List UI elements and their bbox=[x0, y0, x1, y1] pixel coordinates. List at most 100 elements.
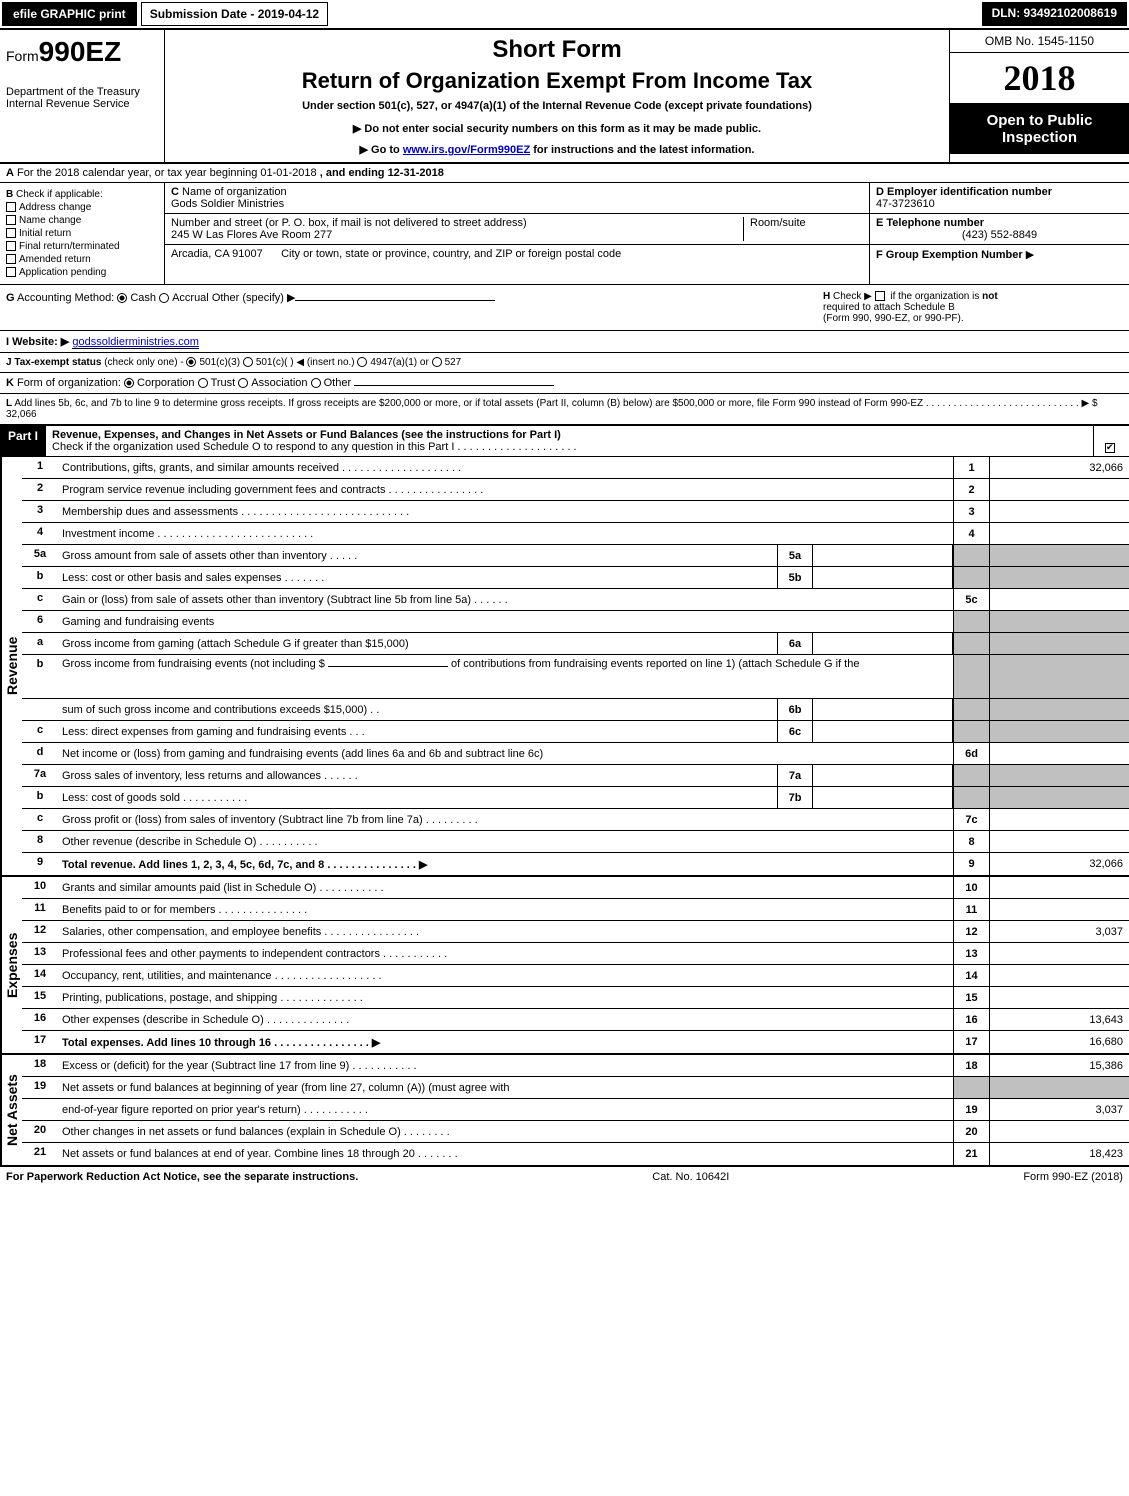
footer-right: Form 990-EZ (2018) bbox=[1023, 1171, 1123, 1183]
j-label: J Tax-exempt status bbox=[6, 357, 101, 368]
website-link[interactable]: godssoldierministries.com bbox=[72, 336, 199, 349]
line-7a-desc: Gross sales of inventory, less returns a… bbox=[58, 765, 777, 786]
line-6-rn-grey bbox=[953, 611, 989, 632]
chk-final-return[interactable] bbox=[6, 241, 16, 251]
dln-label: DLN: 93492102008619 bbox=[982, 2, 1127, 26]
line-16: 16 Other expenses (describe in Schedule … bbox=[22, 1009, 1129, 1031]
chk-amended-return[interactable] bbox=[6, 254, 16, 264]
expenses-section: Expenses 10 Grants and similar amounts p… bbox=[0, 877, 1129, 1055]
net-assets-side-label: Net Assets bbox=[0, 1055, 22, 1165]
line-21: 21 Net assets or fund balances at end of… bbox=[22, 1143, 1129, 1165]
ein-value: 47-3723610 bbox=[876, 198, 935, 210]
line-19-rn-grey bbox=[953, 1077, 989, 1098]
row-a-tax-year: A For the 2018 calendar year, or tax yea… bbox=[0, 164, 1129, 183]
radio-4947[interactable] bbox=[357, 357, 367, 367]
efile-print-button[interactable]: efile GRAPHIC print bbox=[2, 2, 137, 26]
line-21-num: 21 bbox=[22, 1143, 58, 1165]
radio-association[interactable] bbox=[238, 378, 248, 388]
opt-corporation: Corporation bbox=[137, 377, 194, 389]
ssn-warning: ▶ Do not enter social security numbers o… bbox=[171, 122, 943, 135]
line-13-rv bbox=[989, 943, 1129, 964]
line-7a-rv-grey bbox=[989, 765, 1129, 786]
g-text: Accounting Method: bbox=[17, 292, 114, 304]
h-text1: Check ▶ bbox=[833, 291, 872, 302]
line-9-desc: Total revenue. Add lines 1, 2, 3, 4, 5c,… bbox=[58, 853, 953, 875]
radio-501c3[interactable] bbox=[186, 357, 196, 367]
line-12-desc: Salaries, other compensation, and employ… bbox=[58, 921, 953, 942]
b-title: Check if applicable: bbox=[16, 189, 103, 200]
line-13-desc: Professional fees and other payments to … bbox=[58, 943, 953, 964]
radio-527[interactable] bbox=[432, 357, 442, 367]
other-specify-line[interactable] bbox=[295, 300, 495, 301]
line-7a-num: 7a bbox=[22, 765, 58, 786]
open-to-public-badge: Open to Public Inspection bbox=[950, 104, 1129, 154]
line-2: 2 Program service revenue including gove… bbox=[22, 479, 1129, 501]
line-6-rv-grey bbox=[989, 611, 1129, 632]
goto-link[interactable]: www.irs.gov/Form990EZ bbox=[403, 144, 530, 156]
line-2-rn: 2 bbox=[953, 479, 989, 500]
opt-cash: Cash bbox=[130, 292, 156, 304]
line-6b-num: b bbox=[22, 655, 58, 698]
line-18-rn: 18 bbox=[953, 1055, 989, 1076]
line-5c-desc: Gain or (loss) from sale of assets other… bbox=[58, 589, 953, 610]
line-7b-desc: Less: cost of goods sold . . . . . . . .… bbox=[58, 787, 777, 808]
line-7b-mv bbox=[813, 787, 953, 808]
line-6a-rn-grey bbox=[953, 633, 989, 654]
chk-initial-return[interactable] bbox=[6, 228, 16, 238]
radio-accrual[interactable] bbox=[159, 293, 169, 303]
goto-instructions: ▶ Go to www.irs.gov/Form990EZ for instru… bbox=[171, 143, 943, 156]
entity-block: B Check if applicable: Address change Na… bbox=[0, 183, 1129, 285]
radio-other-org[interactable] bbox=[311, 378, 321, 388]
ein-cell: D Employer identification number 47-3723… bbox=[870, 183, 1129, 214]
h-text4: (Form 990, 990-EZ, or 990-PF). bbox=[823, 313, 964, 324]
chk-application-pending[interactable] bbox=[6, 267, 16, 277]
line-8-rn: 8 bbox=[953, 831, 989, 852]
line-3-rv bbox=[989, 501, 1129, 522]
line-19-desc1: Net assets or fund balances at beginning… bbox=[58, 1077, 953, 1098]
k-text: Form of organization: bbox=[17, 377, 121, 389]
label-l: L bbox=[6, 398, 12, 409]
open-public-line2: Inspection bbox=[958, 129, 1121, 146]
line-19-bottom: end-of-year figure reported on prior yea… bbox=[22, 1099, 1129, 1121]
chk-schedule-o[interactable] bbox=[1105, 443, 1115, 453]
accounting-method: G Accounting Method: Cash Accrual Other … bbox=[6, 291, 823, 324]
chk-address-change[interactable] bbox=[6, 202, 16, 212]
line-15: 15 Printing, publications, postage, and … bbox=[22, 987, 1129, 1009]
line-2-rv bbox=[989, 479, 1129, 500]
radio-trust[interactable] bbox=[198, 378, 208, 388]
opt-final-return: Final return/terminated bbox=[19, 241, 120, 252]
footer-left: For Paperwork Reduction Act Notice, see … bbox=[6, 1171, 358, 1183]
line-3-desc: Membership dues and assessments . . . . … bbox=[58, 501, 953, 522]
chk-schedule-b[interactable] bbox=[875, 291, 885, 301]
part-i-check-note: Check if the organization used Schedule … bbox=[52, 441, 577, 453]
form-prefix: Form bbox=[6, 48, 39, 64]
under-section-note: Under section 501(c), 527, or 4947(a)(1)… bbox=[171, 100, 943, 112]
chk-name-change[interactable] bbox=[6, 215, 16, 225]
form-number-block: Form990EZ bbox=[6, 36, 158, 68]
row-j-tax-status: J Tax-exempt status (check only one) - 5… bbox=[0, 353, 1129, 373]
line-6-desc: Gaming and fundraising events bbox=[58, 611, 953, 632]
phone-value: (423) 552-8849 bbox=[876, 229, 1123, 241]
open-public-line1: Open to Public bbox=[958, 112, 1121, 129]
line-17-rv: 16,680 bbox=[989, 1031, 1129, 1053]
expenses-side-label: Expenses bbox=[0, 877, 22, 1053]
other-org-line[interactable] bbox=[354, 385, 554, 386]
line-8: 8 Other revenue (describe in Schedule O)… bbox=[22, 831, 1129, 853]
net-assets-body: 18 Excess or (deficit) for the year (Sub… bbox=[22, 1055, 1129, 1165]
radio-corporation[interactable] bbox=[124, 378, 134, 388]
line-20-desc: Other changes in net assets or fund bala… bbox=[58, 1121, 953, 1142]
line-6d-desc: Net income or (loss) from gaming and fun… bbox=[58, 743, 953, 764]
line-7b: b Less: cost of goods sold . . . . . . .… bbox=[22, 787, 1129, 809]
line-14-rv bbox=[989, 965, 1129, 986]
radio-cash[interactable] bbox=[117, 293, 127, 303]
line-7c: c Gross profit or (loss) from sales of i… bbox=[22, 809, 1129, 831]
header-center: Short Form Return of Organization Exempt… bbox=[165, 30, 949, 162]
row-l-gross-receipts: L Add lines 5b, 6c, and 7b to line 9 to … bbox=[0, 394, 1129, 426]
line-15-rn: 15 bbox=[953, 987, 989, 1008]
col-c-organization: C Name of organization Gods Soldier Mini… bbox=[165, 183, 869, 284]
radio-501c[interactable] bbox=[243, 357, 253, 367]
line-5c-num: c bbox=[22, 589, 58, 610]
line-15-num: 15 bbox=[22, 987, 58, 1008]
line-6b-blank[interactable] bbox=[328, 666, 448, 667]
city-label: City or town, state or province, country… bbox=[281, 248, 621, 260]
